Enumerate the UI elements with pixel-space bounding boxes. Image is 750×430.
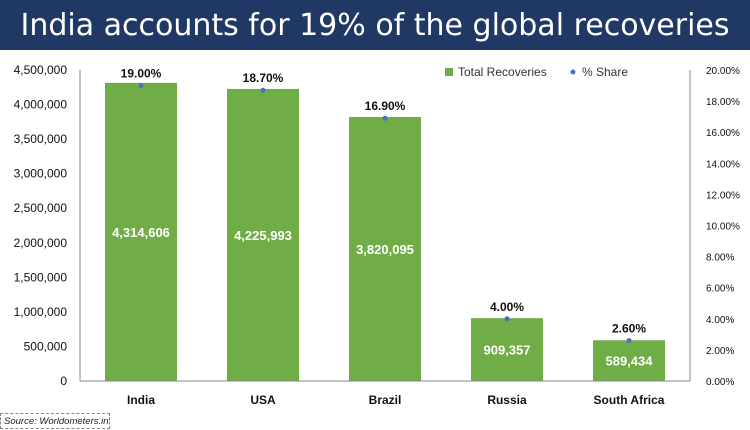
y2-tick-label: 14.00% (706, 159, 740, 170)
share-label: 16.90% (365, 99, 406, 113)
bar (471, 318, 543, 381)
bar-series-total-recoveries: 4,314,606 4,225,993 3,820,095 909,357 589,43… (105, 82, 665, 382)
y2-tick-label: 0.00% (706, 377, 734, 388)
y2-tick-label: 2.00% (706, 346, 734, 357)
y-tick-label: 1,500,000 (14, 270, 68, 284)
bar (227, 88, 299, 382)
y-axis-left: 0 500,000 1,000,000 1,500,000 2,000,000 2,500… (14, 63, 81, 388)
x-category-label: South Africa (594, 393, 665, 407)
y-tick-label: 4,500,000 (14, 63, 68, 77)
y-axis-right: 0.00% 2.00% 4.00% 6.00% 8.00% 10.00% 12.00% 14.… (689, 66, 740, 388)
y2-tick-label: 4.00% (706, 315, 734, 326)
y2-tick-label: 16.00% (706, 128, 740, 139)
bar-value-label: 589,434 (606, 354, 654, 369)
share-label: 18.70% (243, 71, 284, 85)
x-category-label: Brazil (369, 393, 402, 407)
share-point (138, 83, 144, 89)
chart-title: India accounts for 19% of the global rec… (20, 7, 730, 43)
y-tick-label: 0 (60, 374, 67, 388)
legend-label-dot: % Share (582, 65, 628, 79)
source-note: Source: Worldometers.info (0, 413, 110, 429)
share-label: 4.00% (490, 300, 524, 314)
bar-value-label: 909,357 (484, 343, 531, 358)
y2-tick-label: 18.00% (706, 97, 740, 108)
dot-series-share: 19.00% 18.70% 16.90% 4.00% 2.60% (121, 67, 646, 344)
x-category-label: Russia (487, 393, 527, 407)
bar (349, 116, 421, 382)
y-tick-label: 1,000,000 (14, 305, 68, 319)
y2-tick-label: 10.00% (706, 222, 740, 233)
legend-label-bar: Total Recoveries (458, 65, 547, 79)
y2-tick-label: 8.00% (706, 253, 734, 264)
y2-tick-label: 6.00% (706, 284, 734, 295)
y2-tick-label: 20.00% (706, 66, 740, 77)
y-tick-label: 2,500,000 (14, 201, 68, 215)
share-point (382, 115, 388, 121)
share-point (626, 338, 632, 344)
x-axis-categories: India USA Brazil Russia South Africa (80, 380, 690, 407)
bar (105, 82, 177, 382)
legend: Total Recoveries % Share (445, 65, 628, 79)
title-bar: India accounts for 19% of the global rec… (0, 0, 750, 50)
legend-swatch-bar (445, 68, 453, 76)
y-tick-label: 500,000 (24, 339, 68, 353)
bar (593, 340, 665, 381)
share-point (504, 316, 510, 322)
share-label: 19.00% (121, 67, 162, 81)
bar-value-label: 4,314,606 (112, 225, 170, 240)
bar-value-label: 3,820,095 (356, 242, 414, 257)
bar-value-label: 4,225,993 (234, 228, 292, 243)
share-point (260, 87, 266, 93)
y-tick-label: 2,000,000 (14, 236, 68, 250)
legend-swatch-dot (570, 69, 576, 75)
y-tick-label: 3,500,000 (14, 132, 68, 146)
x-category-label: USA (250, 393, 276, 407)
x-category-label: India (127, 393, 155, 407)
y-tick-label: 4,000,000 (14, 98, 68, 112)
y-tick-label: 3,000,000 (14, 167, 68, 181)
share-label: 2.60% (612, 322, 646, 336)
y2-tick-label: 12.00% (706, 190, 740, 201)
